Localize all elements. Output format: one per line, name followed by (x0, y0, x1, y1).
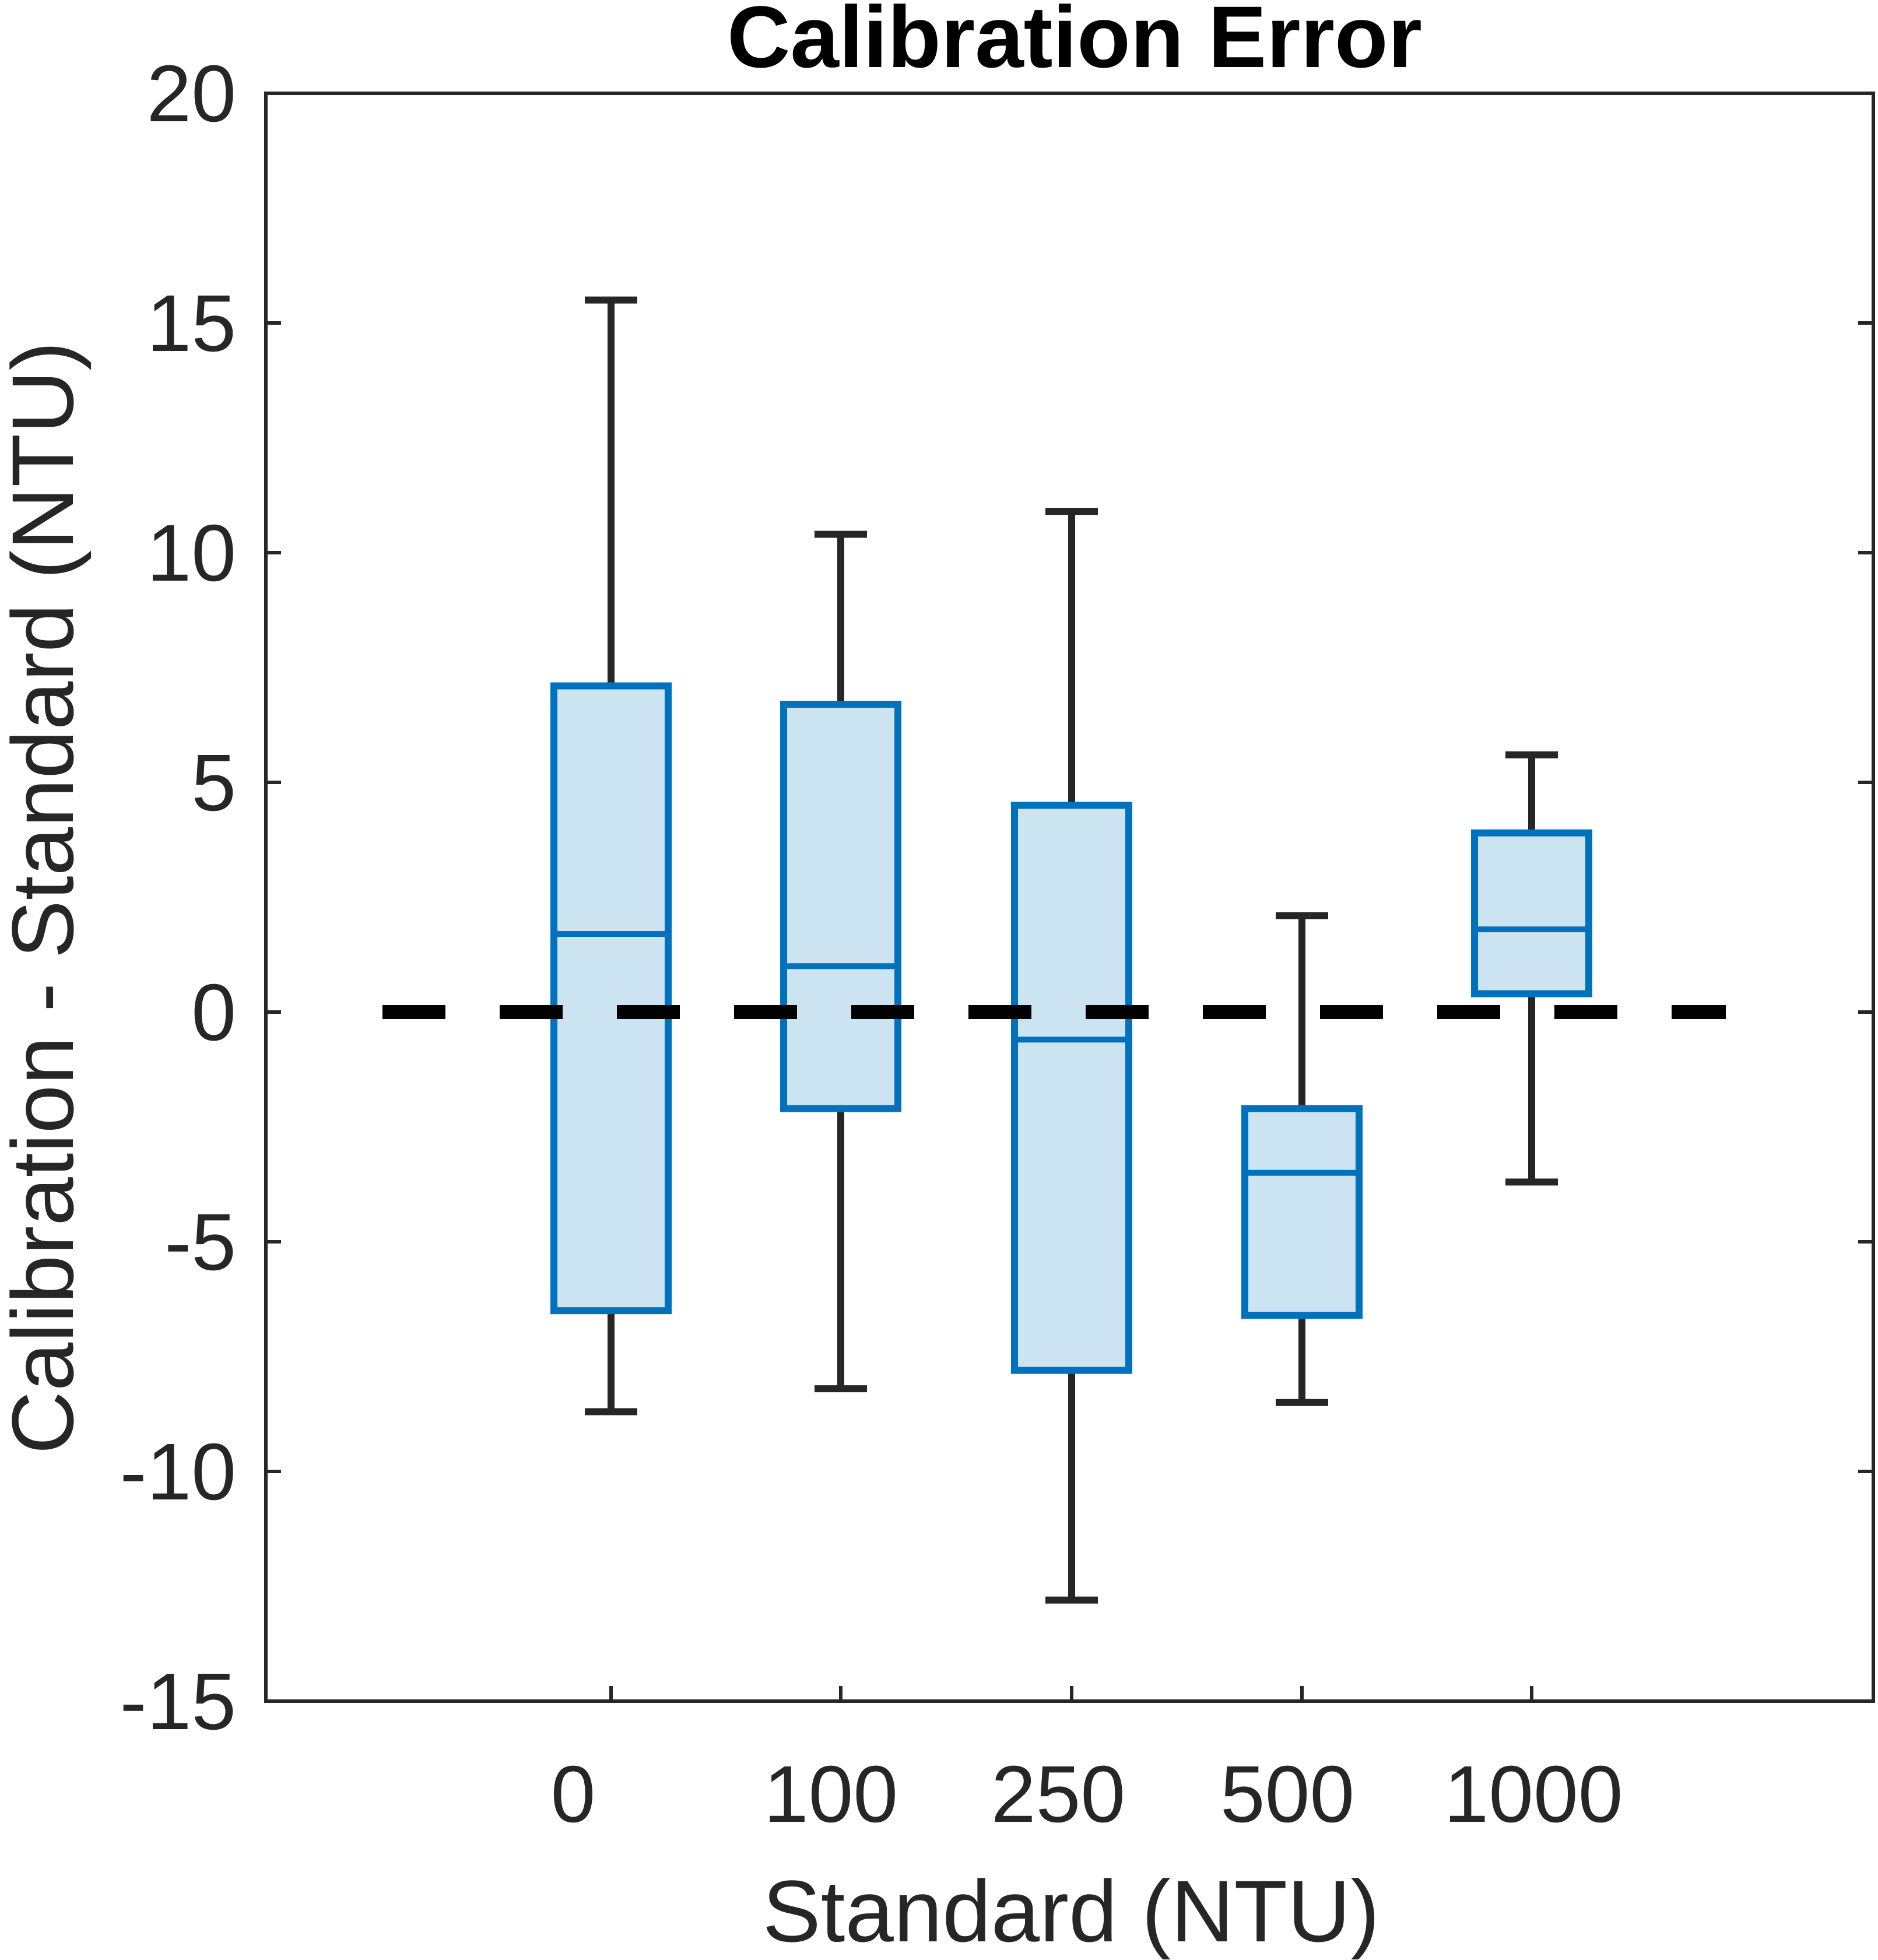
x-tick-label: 0 (551, 1750, 596, 1839)
y-tick-label: 5 (191, 738, 236, 828)
iqr-box (1241, 1105, 1363, 1319)
plot-area-frame (264, 92, 1875, 1703)
box-1000 (1471, 751, 1592, 1186)
y-tick-label: 10 (147, 508, 237, 598)
y-axis-label: Calibration - Standard (NTU) (0, 342, 92, 1455)
y-tick-label: -5 (164, 1197, 236, 1287)
y-tick-label: -10 (120, 1427, 236, 1517)
box-500 (1241, 912, 1363, 1406)
iqr-box (1471, 829, 1592, 997)
x-axis-label: Standard (NTU) (763, 1862, 1380, 1960)
x-tick-label: 1000 (1444, 1750, 1623, 1839)
box-series (550, 296, 1592, 1604)
y-tick-label: -15 (120, 1657, 236, 1747)
iqr-box (550, 682, 672, 1315)
box-100 (780, 531, 901, 1393)
y-tick-label: 20 (147, 49, 237, 139)
box-0 (550, 296, 672, 1415)
iqr-box (1011, 802, 1132, 1374)
chart-title: Calibration Error (727, 0, 1422, 86)
iqr-box (780, 701, 901, 1112)
x-axis: 0 100 250 500 1000 (551, 1686, 1623, 1839)
y-axis: -15 -10 -5 0 5 10 15 20 (120, 49, 1873, 1747)
y-tick-label: 15 (147, 279, 237, 368)
x-tick-label: 500 (1220, 1750, 1354, 1839)
y-tick-label: 0 (191, 968, 236, 1058)
box-250 (1011, 508, 1132, 1604)
x-tick-label: 100 (764, 1750, 898, 1839)
x-tick-label: 250 (991, 1750, 1125, 1839)
